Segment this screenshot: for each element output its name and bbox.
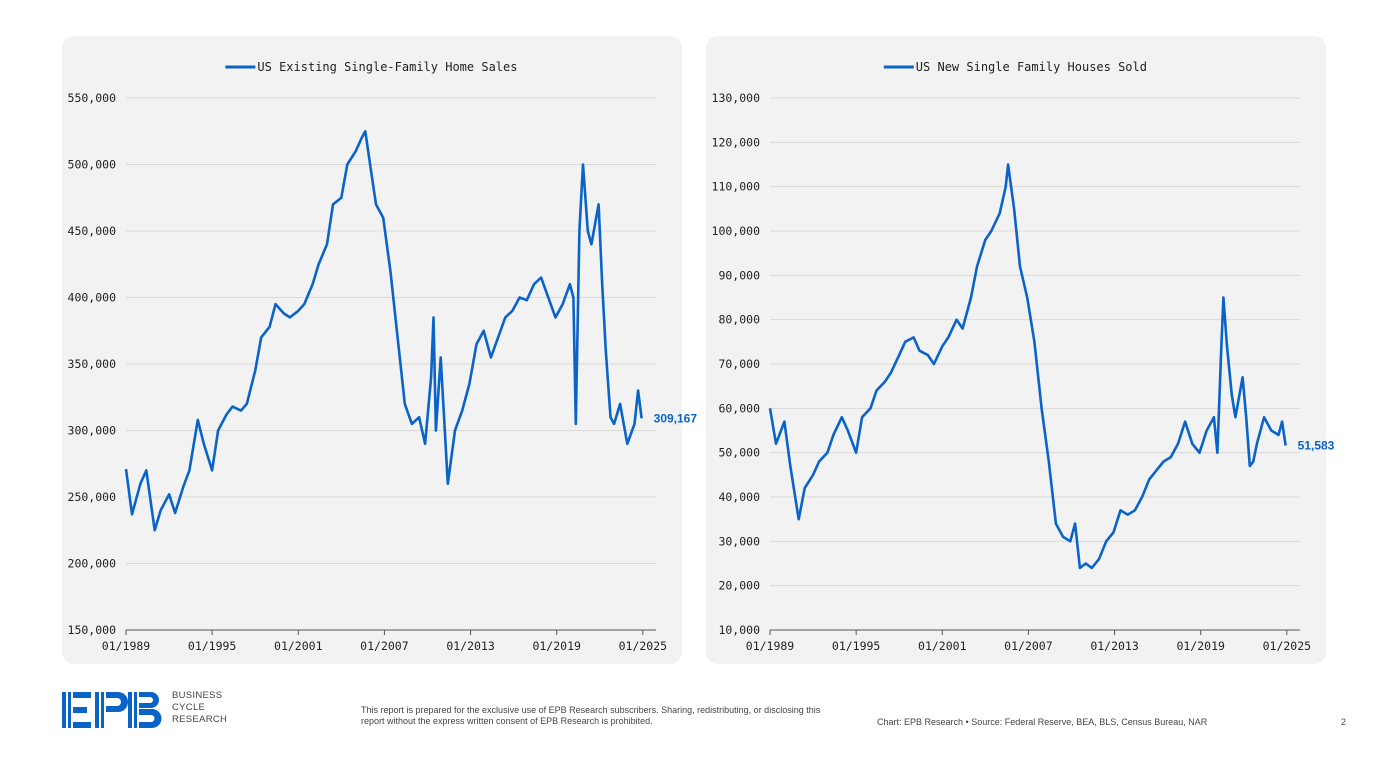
y-tick-label: 350,000 [68,357,117,371]
legend-label: US New Single Family Houses Sold [916,60,1147,74]
y-tick-label: 110,000 [712,180,761,194]
y-tick-label: 80,000 [718,313,760,327]
legend: US New Single Family Houses Sold [883,60,1147,74]
y-tick-label: 150,000 [68,623,117,637]
y-tick-label: 60,000 [718,401,760,415]
x-tick-label: 01/2013 [446,639,495,653]
y-tick-label: 250,000 [68,490,117,504]
series-end-label: 309,167 [654,411,698,425]
epb-logo [62,692,162,728]
x-tick-label: 01/2019 [532,639,581,653]
x-tick-label: 01/1995 [188,639,236,653]
y-tick-label: 200,000 [68,557,117,571]
y-tick-label: 130,000 [712,91,761,105]
disclaimer-text: This report is prepared for the exclusiv… [361,705,821,726]
x-tick-label: 01/1995 [832,639,880,653]
y-tick-label: 120,000 [712,135,761,149]
y-tick-label: 10,000 [718,623,760,637]
x-tick-label: 01/2025 [619,639,667,653]
y-tick-label: 100,000 [712,224,761,238]
x-tick-label: 01/2007 [1004,639,1053,653]
new-houses-sold-chart: 10,000 20,000 30,000 40,000 50,000 60,000 70,0… [712,60,1335,653]
y-tick-label: 550,000 [68,91,117,105]
existing-home-sales-chart: 150,000 200,000 250,000 300,000 350,000 400,0… [68,60,698,653]
y-tick-label: 30,000 [718,534,760,548]
chart-panel-new-houses-sold: 10,000 20,000 30,000 40,000 50,000 60,000 70,0… [706,36,1335,664]
chart-panel-existing-home-sales: 150,000 200,000 250,000 300,000 350,000 400,0… [62,36,698,664]
x-tick-label: 01/2001 [918,639,967,653]
logo-subtitle: BUSINESS CYCLE RESEARCH [172,690,227,726]
x-tick-label: 01/1989 [102,639,151,653]
page-number: 2 [1341,717,1347,727]
series-line [768,163,1287,570]
legend: US Existing Single-Family Home Sales [225,60,517,74]
series-line [124,130,643,532]
x-tick-label: 01/1989 [746,639,795,653]
legend-label: US Existing Single-Family Home Sales [257,60,517,74]
y-tick-label: 40,000 [718,490,760,504]
y-tick-label: 90,000 [718,268,760,282]
series-end-label: 51,583 [1298,439,1335,453]
source-text: Chart: EPB Research • Source: Federal Re… [877,717,1208,727]
y-tick-label: 70,000 [718,357,760,371]
y-tick-label: 20,000 [718,579,760,593]
logo-sub-line: CYCLE [172,702,206,713]
y-tick-label: 300,000 [68,424,117,438]
y-tick-label: 500,000 [68,158,117,172]
x-tick-label: 01/2007 [360,639,409,653]
x-tick-label: 01/2013 [1090,639,1139,653]
y-tick-label: 400,000 [68,291,117,305]
x-tick-label: 01/2001 [274,639,323,653]
y-tick-label: 50,000 [718,446,760,460]
logo-sub-line: RESEARCH [172,714,228,725]
logo-sub-line: BUSINESS [172,690,223,701]
x-tick-label: 01/2025 [1263,639,1311,653]
x-tick-label: 01/2019 [1176,639,1225,653]
y-tick-label: 450,000 [68,224,117,238]
